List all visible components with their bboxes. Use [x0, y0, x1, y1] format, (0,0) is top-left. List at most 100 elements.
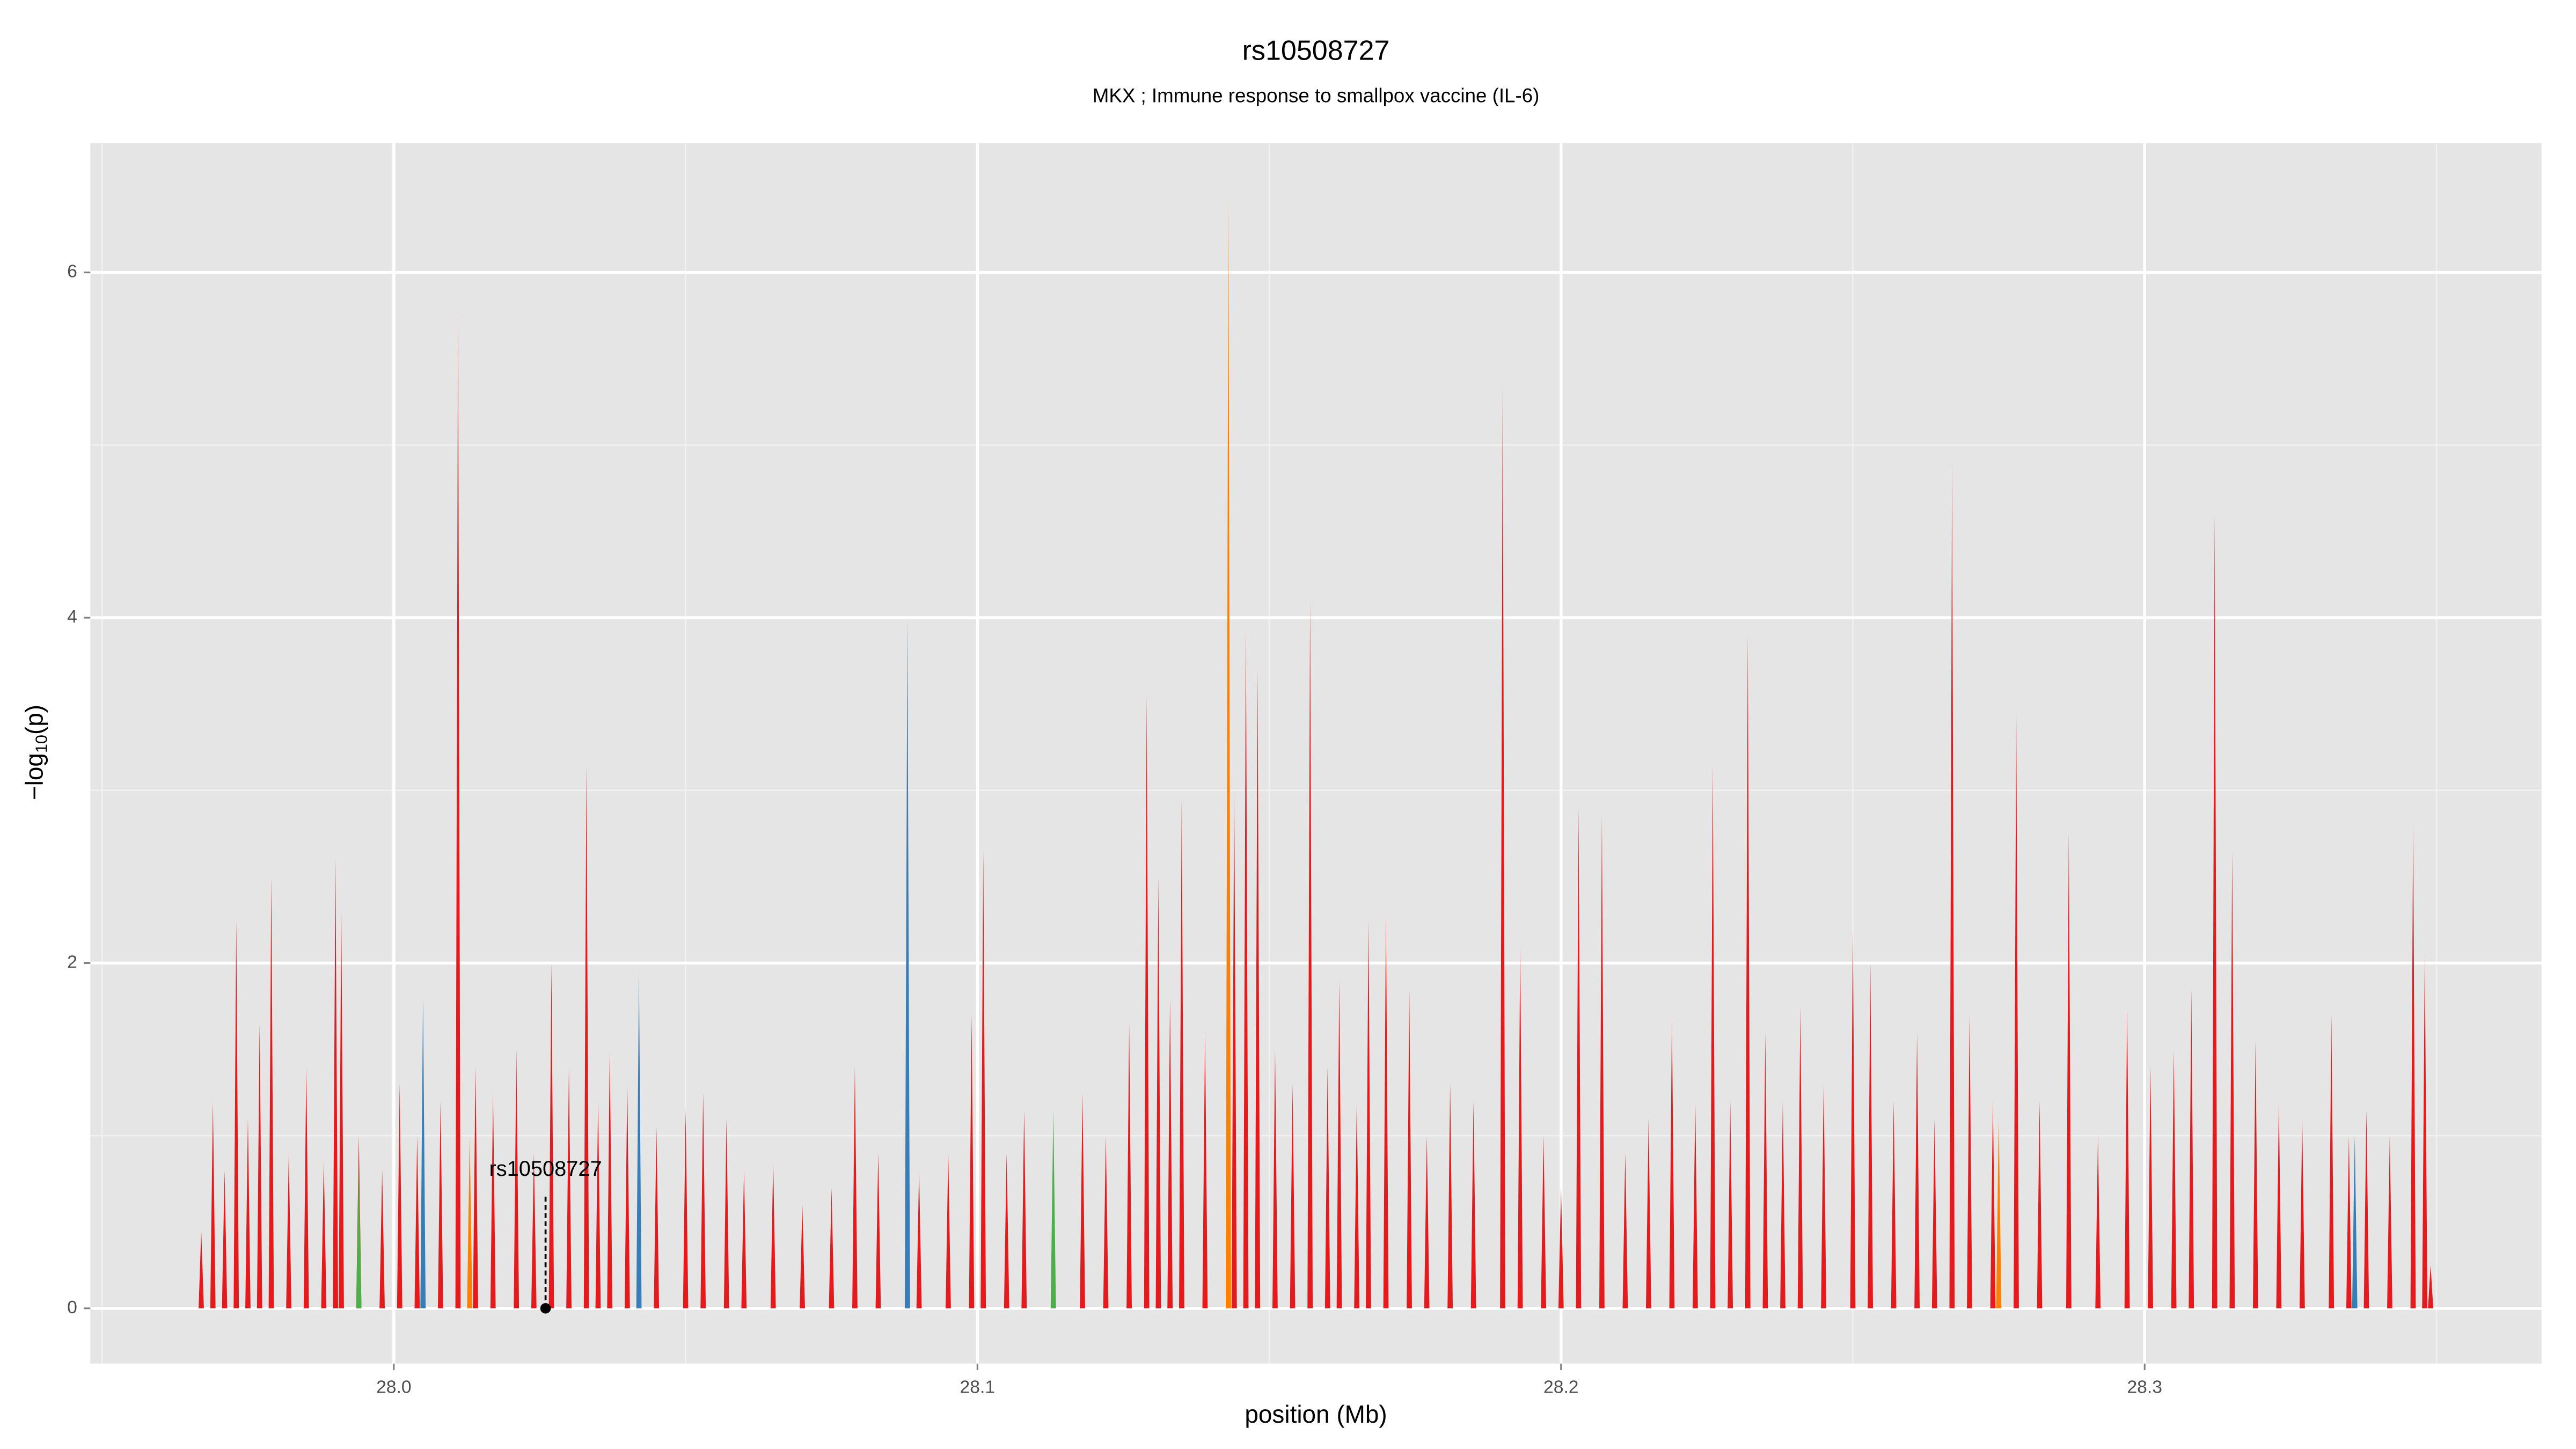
spike [904, 618, 910, 1308]
spike [1354, 1101, 1360, 1308]
spike [2276, 1101, 2282, 1308]
spike [1558, 1187, 1564, 1308]
spike [222, 1170, 228, 1308]
spike [1821, 1084, 1827, 1308]
spike [1167, 997, 1173, 1308]
spike [595, 1101, 601, 1308]
spike [2124, 1006, 2130, 1308]
spike [531, 1153, 537, 1308]
spike [303, 1066, 309, 1308]
spike [1126, 1023, 1132, 1308]
spike [1599, 816, 1605, 1308]
spike [1622, 1153, 1628, 1308]
spike [1710, 764, 1716, 1308]
spike [1967, 1014, 1972, 1308]
spike [607, 1049, 613, 1308]
spike [2428, 1265, 2433, 1308]
spike [1780, 1101, 1785, 1308]
spike [700, 1092, 706, 1308]
x-tick-label: 28.0 [376, 1378, 412, 1397]
spike [2229, 851, 2235, 1308]
spike [1470, 1101, 1476, 1308]
spike [1745, 635, 1751, 1308]
spike [1541, 1136, 1547, 1308]
spike [245, 1118, 251, 1308]
spike [946, 1153, 951, 1308]
spike [624, 1084, 630, 1308]
spike [1103, 1136, 1109, 1308]
spike [2387, 1136, 2392, 1308]
spike [321, 1161, 327, 1308]
spike [683, 1109, 689, 1308]
spike [1179, 799, 1184, 1308]
spike [2346, 1136, 2352, 1308]
spike [1243, 626, 1249, 1308]
spike [583, 764, 589, 1308]
spike [1500, 384, 1505, 1308]
spike [852, 1066, 858, 1308]
spike [414, 1136, 420, 1308]
spike [1447, 1084, 1453, 1308]
spike [1931, 1118, 1937, 1308]
spike [875, 1153, 881, 1308]
spike [2095, 1136, 2101, 1308]
spike [1576, 807, 1582, 1308]
spike [1231, 790, 1237, 1308]
spike [437, 1101, 443, 1308]
spike [2299, 1118, 2305, 1308]
spike [210, 1101, 216, 1308]
spike [1424, 1136, 1430, 1308]
spike [654, 1127, 660, 1308]
spike [636, 971, 642, 1308]
y-tick-label: 4 [67, 607, 77, 627]
spike [379, 1170, 385, 1308]
y-tick-label: 0 [67, 1298, 77, 1318]
spike [1307, 600, 1313, 1308]
spike [1050, 1109, 1056, 1308]
spike [1324, 1066, 1330, 1308]
spike [2422, 954, 2428, 1308]
spike [455, 306, 461, 1308]
spike [566, 1066, 572, 1308]
spike [1645, 1118, 1651, 1308]
spike [2212, 514, 2218, 1308]
x-tick-label: 28.2 [1543, 1378, 1579, 1397]
spike [800, 1204, 805, 1308]
spike [420, 997, 426, 1308]
spike [2329, 1014, 2334, 1308]
spike [1144, 695, 1150, 1308]
spike [333, 859, 338, 1308]
y-tick-label: 2 [67, 952, 77, 972]
spike [829, 1187, 835, 1308]
y-axis-label: −log10(p) [20, 705, 50, 800]
annotation-point [540, 1303, 551, 1314]
spike [969, 1014, 975, 1308]
x-axis-label: position (Mb) [1245, 1400, 1387, 1428]
spike [1762, 1032, 1768, 1308]
spike [1728, 1101, 1733, 1308]
spike [397, 1084, 402, 1308]
plot-panel [90, 143, 2542, 1364]
y-axis-label-main: −log [20, 753, 48, 800]
chart-title: rs10508727 [1242, 35, 1390, 67]
spike [1914, 1032, 1920, 1308]
spike [1272, 1049, 1278, 1308]
spike [2252, 1041, 2258, 1308]
spike [339, 911, 344, 1308]
spike [1517, 946, 1523, 1308]
spike [1255, 669, 1261, 1308]
spike [2363, 1109, 2369, 1308]
spike [1336, 980, 1342, 1308]
spike [233, 920, 239, 1308]
spike [1669, 1014, 1675, 1308]
spike [1226, 194, 1231, 1308]
spike [1407, 989, 1412, 1308]
spike [1692, 1101, 1698, 1308]
spike [1366, 920, 1371, 1308]
spike [1202, 1032, 1208, 1308]
spike [1290, 1084, 1296, 1308]
spike [1155, 876, 1161, 1308]
spike [467, 1136, 473, 1308]
spike [1850, 928, 1856, 1308]
